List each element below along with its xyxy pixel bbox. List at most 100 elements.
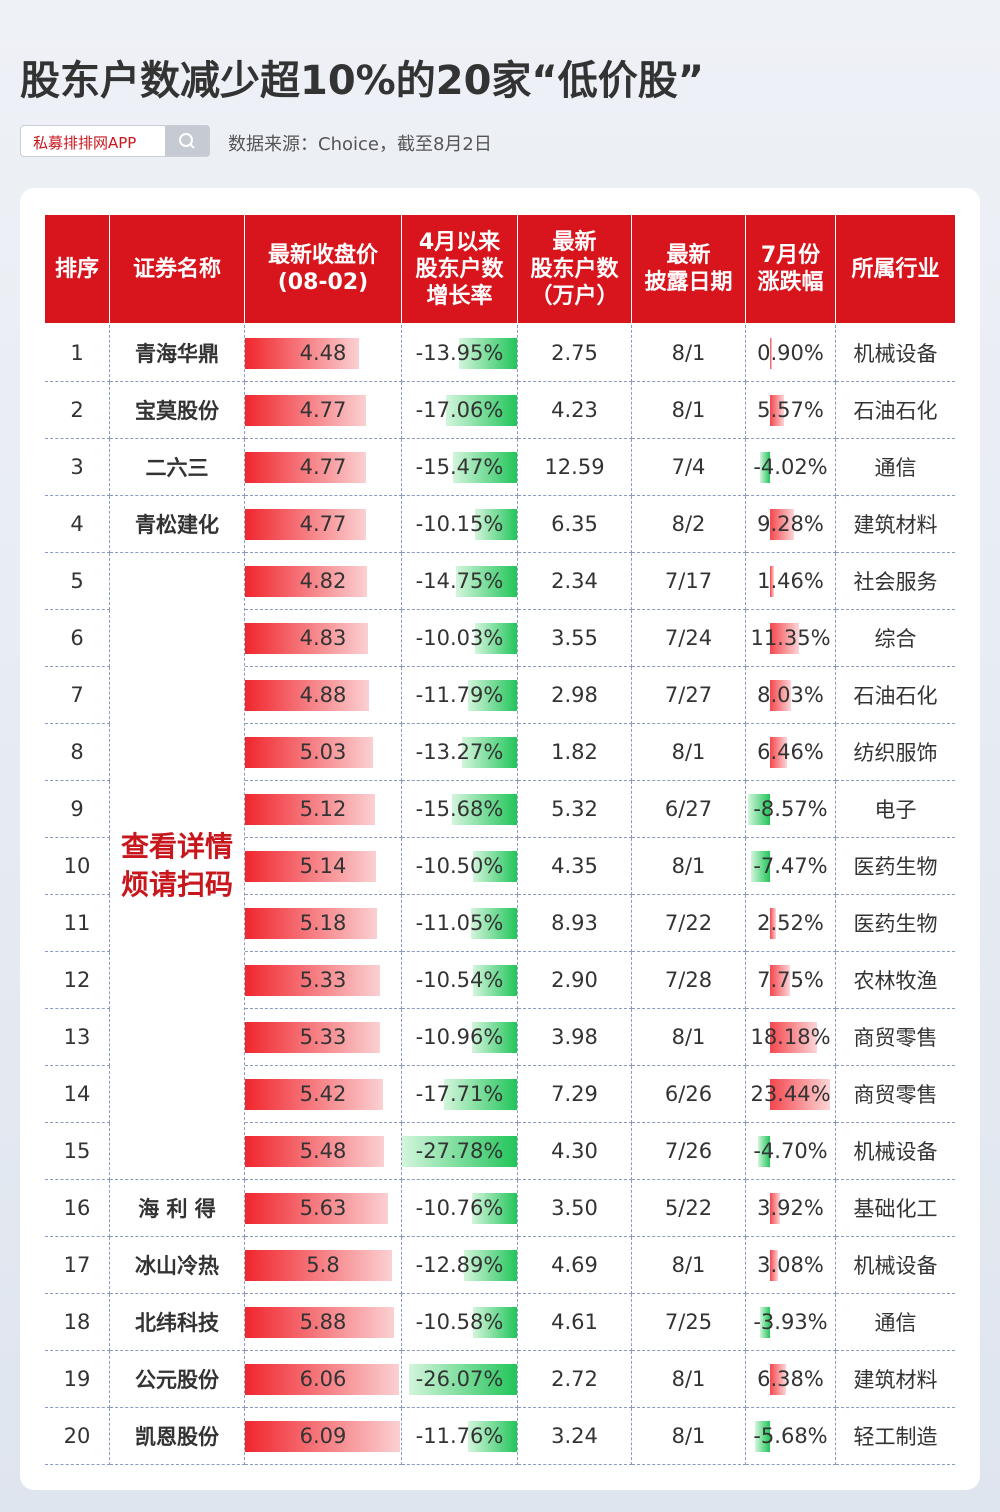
july-cell: -8.57% (746, 781, 836, 838)
growth-cell: -10.54% (402, 952, 518, 1009)
rank-cell: 11 (45, 895, 110, 952)
price: 5.48 (299, 1139, 347, 1163)
industry: 轻工制造 (853, 1425, 938, 1449)
july-cell: 7.75% (746, 952, 836, 1009)
rank-cell: 8 (45, 724, 110, 781)
name: 凯恩股份 (135, 1425, 219, 1449)
july-cell: 1.46% (746, 553, 836, 610)
growth-bar (471, 908, 517, 939)
industry: 电子 (874, 798, 917, 822)
holders: 2.72 (551, 1367, 598, 1391)
growth-bar (452, 452, 517, 483)
july: 7.75% (757, 968, 824, 992)
growth: -10.54% (415, 968, 504, 992)
price: 4.83 (299, 626, 347, 650)
rank: 5 (70, 569, 84, 593)
industry-cell: 基础化工 (836, 1180, 955, 1237)
price: 4.88 (299, 683, 347, 707)
growth-cell: -10.15% (402, 496, 518, 553)
holders-cell: 3.55 (518, 610, 632, 667)
july-bar (770, 566, 774, 597)
july-cell: 5.57% (746, 382, 836, 439)
growth-cell: -15.68% (402, 781, 518, 838)
july-bar (748, 794, 770, 825)
holders-cell: 3.98 (518, 1009, 632, 1066)
growth-bar (459, 338, 517, 369)
name: 二六三 (145, 456, 209, 480)
industry-cell: 农林牧渔 (836, 952, 955, 1009)
header-cell: 7月份 涨跌幅 (746, 215, 836, 323)
date-cell: 8/1 (632, 1009, 746, 1066)
header-line: 增长率 (426, 283, 493, 309)
date-cell: 6/27 (632, 781, 746, 838)
industry: 通信 (874, 1311, 917, 1335)
header-cell: 最新收盘价 (08-02) (245, 215, 402, 323)
date: 8/1 (671, 1025, 706, 1049)
growth-bar (475, 623, 517, 654)
july-cell: 3.92% (746, 1180, 836, 1237)
price-cell: 6.06 (245, 1351, 402, 1408)
header-line: （万户） (530, 283, 619, 309)
rank-cell: 2 (45, 382, 110, 439)
price-bar (245, 1022, 381, 1053)
date: 7/4 (671, 455, 706, 479)
holders-cell: 3.24 (518, 1408, 632, 1465)
growth-bar (474, 509, 517, 540)
price: 6.06 (299, 1367, 347, 1391)
holders: 12.59 (544, 455, 605, 479)
date-cell: 8/2 (632, 496, 746, 553)
industry-cell: 医药生物 (836, 895, 955, 952)
holders: 2.90 (551, 968, 598, 992)
date-cell: 7/26 (632, 1123, 746, 1180)
header-line: 4月以来 (418, 229, 501, 255)
growth: -11.05% (415, 911, 504, 935)
holders-cell: 4.23 (518, 382, 632, 439)
rank: 9 (70, 797, 84, 821)
industry: 纺织服饰 (853, 741, 938, 765)
header-line: 股东户数 (530, 256, 619, 282)
price-cell: 5.33 (245, 952, 402, 1009)
july-cell: -4.02% (746, 439, 836, 496)
holders: 3.50 (551, 1196, 598, 1220)
rank-cell: 12 (45, 952, 110, 1009)
july-cell: 23.44% (746, 1066, 836, 1123)
price-bar (245, 338, 359, 369)
price-cell: 5.63 (245, 1180, 402, 1237)
search-button[interactable] (165, 126, 209, 156)
holders-cell: 12.59 (518, 439, 632, 496)
growth: -13.95% (415, 341, 504, 365)
notice-cell: 查看详情 烦请扫码 (110, 553, 245, 1180)
growth-cell: -13.27% (402, 724, 518, 781)
price: 5.14 (299, 854, 347, 878)
date: 8/1 (671, 1253, 706, 1277)
date: 6/26 (664, 1082, 713, 1106)
july: 18.18% (750, 1025, 831, 1049)
name-cell: 二六三 (110, 439, 245, 496)
growth-bar (468, 1421, 517, 1452)
industry: 通信 (874, 456, 917, 480)
growth-bar (451, 794, 517, 825)
july: -8.57% (753, 797, 828, 821)
july-bar (750, 851, 770, 882)
header-cell: 4月以来 股东户数 增长率 (402, 215, 518, 323)
july-bar (770, 1079, 830, 1110)
price: 4.82 (299, 569, 347, 593)
july: 3.08% (757, 1253, 824, 1277)
industry: 社会服务 (853, 570, 938, 594)
price-cell: 5.48 (245, 1123, 402, 1180)
july-cell: 6.38% (746, 1351, 836, 1408)
industry: 综合 (874, 627, 917, 651)
price-bar (245, 1193, 388, 1224)
date-cell: 7/22 (632, 895, 746, 952)
rank: 1 (70, 341, 84, 365)
rank: 8 (70, 740, 84, 764)
price-bar (245, 680, 369, 711)
search-box[interactable]: 私募排排网APP (20, 125, 210, 157)
price-cell: 4.82 (245, 553, 402, 610)
growth-bar (468, 680, 517, 711)
name: 青松建化 (135, 513, 219, 537)
industry-cell: 医药生物 (836, 838, 955, 895)
july-cell: -3.93% (746, 1294, 836, 1351)
industry-cell: 轻工制造 (836, 1408, 955, 1465)
growth: -10.15% (415, 512, 504, 536)
